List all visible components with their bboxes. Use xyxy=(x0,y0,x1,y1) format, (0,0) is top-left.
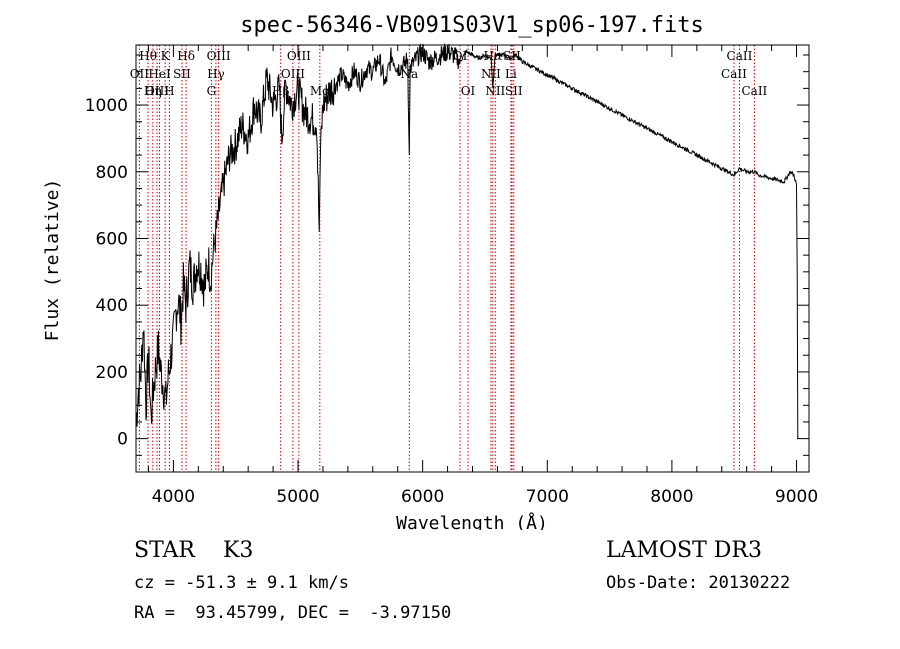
coordinates-info: RA = 93.45799, DEC = -3.97150 xyxy=(134,603,452,623)
line-label: SII xyxy=(503,49,521,63)
x-tick-label: 7000 xyxy=(526,487,569,507)
line-label: CaII xyxy=(741,84,767,98)
line-label: NII xyxy=(485,84,505,98)
y-tick-label: 400 xyxy=(96,296,128,316)
plot-frame xyxy=(135,44,810,473)
line-label: OI xyxy=(461,84,476,98)
line-label: K xyxy=(161,49,171,63)
line-label: Mg xyxy=(310,84,330,98)
line-label: Hδ xyxy=(177,49,195,63)
y-tick-label: 0 xyxy=(117,430,128,450)
line-label: OIII xyxy=(145,84,169,98)
observation-date: Obs-Date: 20130222 xyxy=(606,573,791,593)
line-label: NII xyxy=(481,67,501,81)
y-tick-label: 600 xyxy=(96,229,128,249)
y-axis-label: Flux (relative) xyxy=(42,179,63,342)
spectrum-line xyxy=(135,43,799,439)
line-markers xyxy=(138,45,755,472)
line-label: OIII xyxy=(207,49,231,63)
line-label: OII xyxy=(130,67,150,81)
y-tick-label: 800 xyxy=(96,163,128,183)
x-tick-label: 5000 xyxy=(276,487,319,507)
survey-name: LAMOST DR3 xyxy=(606,538,762,563)
line-label: CaII xyxy=(727,49,753,63)
line-label: SII xyxy=(173,67,191,81)
y-tick-label: 200 xyxy=(96,363,128,383)
line-label: H xyxy=(164,84,174,98)
line-label: Hα xyxy=(484,49,503,63)
line-label: Hθ xyxy=(139,49,157,63)
x-tick-label: 9000 xyxy=(775,487,818,507)
y-tick-label: 1000 xyxy=(85,96,128,116)
line-label: HeI xyxy=(148,67,171,81)
spectral-type: STAR K3 xyxy=(134,538,254,563)
x-axis-label: Wavelength (Å) xyxy=(396,512,548,530)
x-tick-label: 8000 xyxy=(650,487,693,507)
line-label: Hη xyxy=(144,84,162,98)
x-axis: 4000 5000 6000 7000 8000 9000 xyxy=(147,45,818,507)
line-label: Li xyxy=(505,67,517,81)
y-axis: 0 200 400 600 800 1000 xyxy=(85,54,809,473)
spectrum-chart: spec-56346-VB091S03V1_sp06-197.fits Hθ OI… xyxy=(42,13,818,530)
x-tick-label: 6000 xyxy=(401,487,444,507)
chart-title: spec-56346-VB091S03V1_sp06-197.fits xyxy=(240,13,704,38)
line-label: SII xyxy=(505,84,523,98)
line-label: G xyxy=(207,84,217,98)
line-label: Na xyxy=(400,67,418,81)
x-tick-label: 4000 xyxy=(152,487,195,507)
line-label: OIII xyxy=(281,67,305,81)
redshift-info: cz = -51.3 ± 9.1 km/s xyxy=(134,573,349,593)
line-label: CaII xyxy=(721,67,747,81)
line-label: Hβ xyxy=(272,84,289,98)
line-label: Hγ xyxy=(207,67,225,81)
line-label: OIII xyxy=(287,49,311,63)
